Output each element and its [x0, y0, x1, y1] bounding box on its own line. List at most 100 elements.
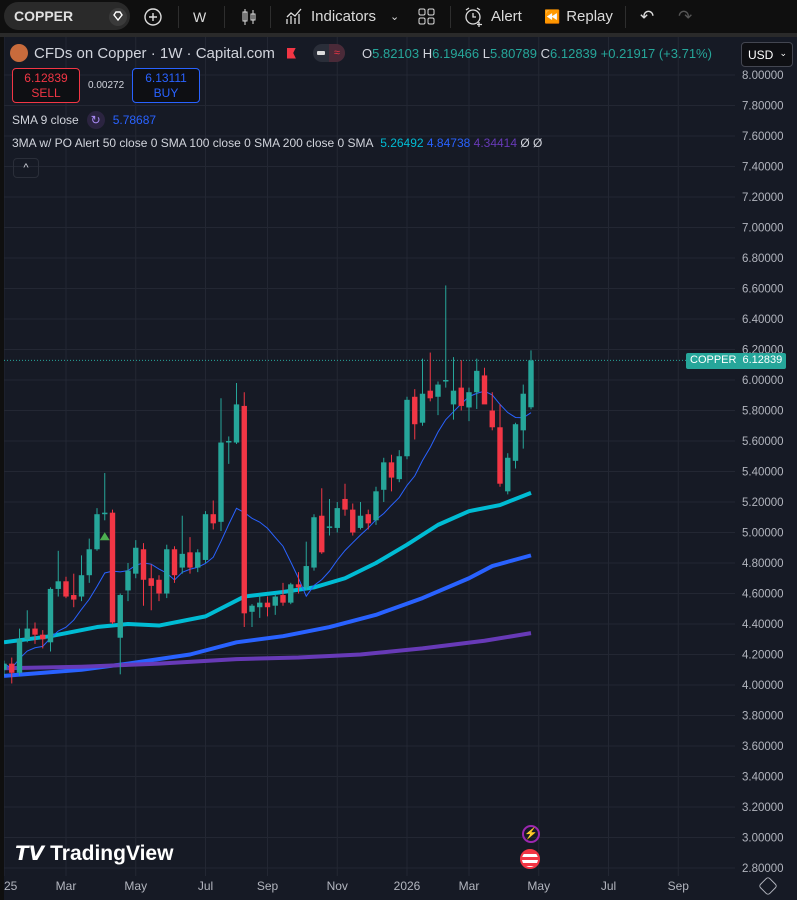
sma9-line	[4, 390, 532, 669]
candle-body	[288, 584, 294, 603]
currency-select[interactable]: USD ⌄	[741, 42, 793, 67]
events-icon[interactable]: ⚡	[522, 825, 540, 843]
candle-body	[319, 515, 325, 553]
close-label: C	[540, 46, 551, 61]
chart-area[interactable]: 8.00000 7.80000 7.60000 7.40000 7.20000 7.000…	[4, 37, 797, 900]
price-tick-label: 5.40000	[742, 467, 784, 479]
candle-body	[94, 514, 100, 550]
candle-body	[520, 393, 526, 431]
time-tick-label: Sep	[668, 879, 690, 893]
candle-body	[350, 509, 356, 533]
ma50-value: 5.26492	[380, 136, 424, 150]
price-tick-label: 3.20000	[742, 802, 784, 814]
add-symbol-icon[interactable]	[143, 0, 163, 33]
candle-body	[4, 663, 7, 670]
candle-body	[427, 390, 433, 399]
visibility-toggle[interactable]: ≈	[312, 44, 345, 62]
price-chart[interactable]: 8.00000 7.80000 7.60000 7.40000 7.20000 7.000…	[4, 37, 797, 900]
replay-button[interactable]: ⏪ Replay	[544, 0, 613, 33]
candle-body	[295, 584, 302, 588]
collapse-legend-button[interactable]: ^	[13, 158, 39, 178]
candle-body	[24, 628, 30, 640]
candle-body	[373, 491, 379, 521]
candle-body	[226, 441, 232, 443]
layout-grid-icon[interactable]	[418, 0, 436, 33]
candle-body	[466, 392, 472, 408]
candle-body	[210, 514, 216, 524]
indicators-icon	[286, 8, 302, 24]
candle-body	[140, 549, 147, 580]
top-toolbar: COPPER W Indicators ⌄ Alert ⏪ Replay ↶ ↷	[0, 0, 797, 33]
chevron-down-icon[interactable]: ⌄	[390, 11, 400, 23]
copper-logo-icon	[10, 44, 28, 62]
open-value: 5.82103	[372, 46, 420, 61]
undo-icon[interactable]: ↶	[640, 6, 655, 26]
price-tick-label: 4.80000	[742, 558, 784, 570]
time-axis	[4, 876, 797, 900]
candle-body	[32, 628, 38, 635]
symbol-title[interactable]: CFDs on Copper · 1W · Capital.com	[34, 44, 275, 62]
buy-button[interactable]: 6.13111 BUY	[132, 68, 200, 103]
candle-body	[148, 578, 154, 586]
candle-body	[272, 596, 278, 606]
price-tick-label: 7.80000	[742, 101, 784, 113]
candle-body	[233, 404, 240, 443]
time-tick-label: Sep	[257, 879, 279, 893]
candle-body	[78, 575, 85, 597]
replay-label: Replay	[566, 8, 613, 25]
redo-icon[interactable]: ↷	[678, 6, 693, 26]
symbol-search-button[interactable]: COPPER	[4, 2, 130, 30]
candle-body	[334, 508, 340, 528]
candle-body	[357, 515, 364, 528]
flag-icon[interactable]	[286, 47, 296, 59]
sell-price: 6.12839	[24, 71, 68, 85]
price-tick-label: 6.40000	[742, 314, 784, 326]
candle-body	[342, 498, 348, 510]
currency-label: USD	[748, 48, 774, 62]
sma9-legend[interactable]: SMA 9 close ↻ 5.78687	[12, 111, 156, 129]
indicators-button[interactable]: Indicators	[285, 0, 376, 33]
candle-body	[443, 380, 449, 382]
candle-body	[450, 390, 457, 405]
price-tick-label: 3.40000	[742, 772, 784, 784]
candle-body	[156, 579, 162, 594]
ma100-value: 4.84738	[426, 136, 471, 150]
sell-button[interactable]: 6.12839 SELL	[12, 68, 80, 103]
candle-body	[164, 549, 170, 594]
price-tick-label: 7.00000	[742, 223, 784, 235]
time-tick-label: 2025	[4, 879, 18, 893]
price-tick-label: 5.60000	[742, 436, 784, 448]
alert-button[interactable]: Alert	[463, 0, 522, 33]
price-tick-label: 4.00000	[742, 680, 784, 692]
low-value: 5.80789	[490, 46, 537, 61]
candle-body	[311, 517, 317, 568]
candle-body	[326, 526, 333, 528]
candle-body	[47, 588, 54, 643]
candle-body	[133, 547, 139, 574]
ma3-legend[interactable]: 3MA w/ PO Alert 50 close 0 SMA 100 close…	[12, 136, 542, 150]
sma9-label: SMA 9 close	[12, 113, 79, 127]
interval-button[interactable]: W	[193, 8, 207, 25]
open-label: O	[362, 46, 373, 61]
candle-body	[489, 410, 495, 428]
high-label: H	[422, 46, 433, 61]
candle-body	[505, 457, 511, 492]
ohlc-values: O5.82103 H6.19466 L5.80789 C6.12839 +0.2…	[362, 46, 712, 61]
candle-body	[117, 595, 123, 638]
buy-label: BUY	[153, 86, 179, 100]
price-tick-label: 4.40000	[742, 619, 784, 631]
us-flag-event-icon[interactable]	[520, 849, 540, 869]
time-tick-label: May	[527, 879, 550, 893]
refresh-icon[interactable]: ↻	[86, 111, 105, 129]
candle-body	[55, 581, 61, 589]
candle-body	[474, 370, 480, 393]
price-tick-label: 7.60000	[742, 131, 784, 143]
candle-body	[249, 605, 255, 612]
ma3-extra: Ø Ø	[520, 136, 543, 150]
candle-body	[9, 663, 15, 673]
diamond-icon[interactable]	[108, 0, 128, 33]
ma-line-sma200	[4, 631, 532, 671]
tradingview-logo[interactable]: 𝙏𝙑 TradingView	[15, 841, 173, 866]
candles-icon[interactable]	[240, 0, 258, 33]
current-price-symbol: COPPER	[690, 354, 737, 366]
